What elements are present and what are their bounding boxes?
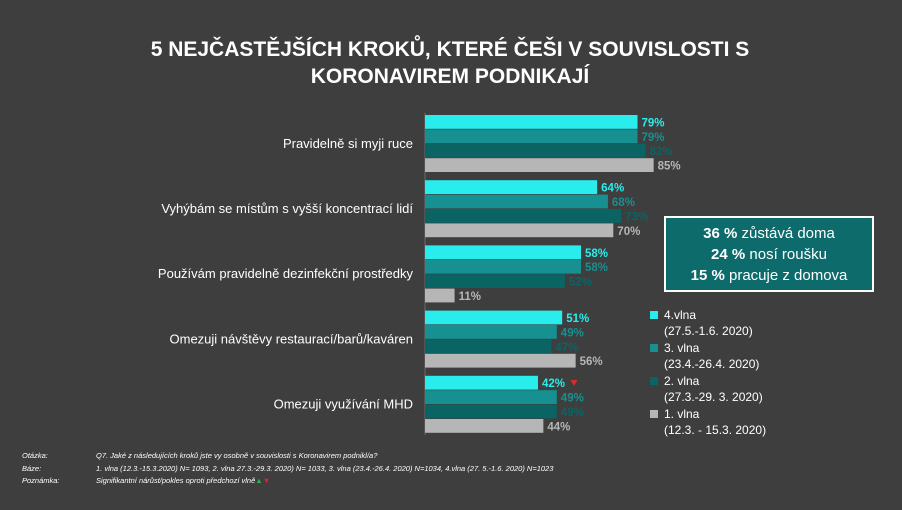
bar: [425, 194, 608, 209]
significant-decrease-icon: [570, 380, 578, 386]
bar: [425, 129, 638, 144]
data-label: 47%: [555, 342, 578, 354]
footnote-base: Báze: 1. vlna (12.3.-15.3.2020) N= 1093,…: [22, 463, 553, 476]
legend-series-name: 1. vlna: [664, 407, 700, 421]
data-label: 42%: [542, 378, 565, 390]
legend-item: 1. vlna (12.3. - 15.3. 2020): [650, 407, 766, 438]
bar: [425, 310, 563, 325]
increase-arrow-icon: ▲: [255, 476, 263, 485]
footnote-question: Otázka: Q7. Jaké z následujících kroků j…: [22, 450, 553, 463]
footnote-text: Q7. Jaké z následujících kroků jste vy o…: [96, 451, 378, 460]
legend-item: 2. vlna (27.3.-29. 3. 2020): [650, 374, 766, 405]
callout-text: nosí roušku: [745, 246, 827, 263]
legend-date: (23.4.-26.4. 2020): [664, 356, 760, 371]
footnote-text: 1. vlna (12.3.-15.3.2020) N= 1093, 2. vl…: [96, 463, 554, 473]
title-line-1: 5 NEJČASTĚJŠÍCH KROKŮ, KTERÉ ČEŠI V SOUV…: [150, 38, 750, 61]
data-label: 56%: [580, 356, 603, 368]
bar: [425, 353, 576, 368]
data-label: 79%: [642, 132, 665, 144]
callout-line: 15 % pracuje z domova: [666, 265, 872, 286]
legend-date: (27.3.-29. 3. 2020): [664, 389, 763, 404]
data-label: 82%: [650, 146, 673, 158]
legend-swatch: [650, 311, 658, 319]
bar: [425, 404, 557, 419]
callout-value: 15 %: [690, 267, 725, 284]
data-label: 52%: [569, 277, 592, 289]
bar: [425, 375, 538, 390]
chart-title: 5 NEJČASTĚJŠÍCH KROKŮ, KTERÉ ČEŠI V SOUV…: [90, 36, 810, 90]
data-label: 51%: [566, 313, 589, 325]
callout-text: pracuje z domova: [724, 267, 848, 284]
chart-legend: 4.vlna (27.5.-1.6. 2020) 3. vlna (23.4.-…: [650, 308, 766, 440]
summary-callout: 36 % zůstává doma 24 % nosí roušku 15 % …: [664, 216, 874, 292]
bar: [425, 325, 557, 339]
bar: [425, 390, 557, 404]
callout-line: 24 % nosí roušku: [666, 244, 872, 265]
callout-line: 36 % zůstává doma: [666, 223, 872, 244]
category-label: Vyhýbám se místům s vyšší koncentrací li…: [161, 201, 413, 216]
title-line-2: KORONAVIREM PODNIKAJÍ: [310, 65, 590, 88]
bar: [425, 223, 614, 238]
callout-value: 24 %: [711, 246, 746, 263]
legend-date: (12.3. - 15.3. 2020): [664, 422, 767, 437]
footnotes: Otázka: Q7. Jaké z následujících kroků j…: [22, 450, 553, 488]
bar: [425, 209, 622, 223]
footnote-key: Otázka:: [22, 451, 48, 460]
category-label: Omezuji návštěvy restaurací/barů/kaváren: [170, 331, 414, 346]
data-label: 11%: [459, 291, 481, 303]
data-label: 64%: [601, 183, 624, 195]
callout-value: 36 %: [703, 225, 738, 242]
data-label: 44%: [547, 421, 570, 433]
legend-item: 4.vlna (27.5.-1.6. 2020): [650, 308, 766, 339]
footnote-key: Báze:: [22, 463, 42, 473]
callout-text: zůstává doma: [737, 225, 835, 242]
data-label: 73%: [625, 211, 648, 223]
bar: [425, 274, 565, 288]
decrease-arrow-icon: ▼: [262, 476, 271, 485]
data-label: 68%: [612, 197, 635, 209]
legend-swatch: [650, 344, 658, 352]
bar: [425, 143, 646, 158]
legend-swatch: [650, 377, 658, 385]
data-label: 49%: [561, 407, 584, 419]
data-label: 49%: [561, 393, 584, 405]
data-label: 58%: [585, 262, 608, 274]
bar: [425, 288, 455, 303]
bar: [425, 339, 552, 354]
bar: [425, 259, 582, 274]
bar: [425, 245, 582, 260]
footnote-note: Poznámka: Signifikantní nárůst/pokles op…: [22, 475, 553, 488]
legend-series-name: 3. vlna: [664, 341, 700, 355]
footnote-key: Poznámka:: [22, 476, 60, 485]
legend-series-name: 2. vlna: [664, 374, 700, 388]
data-label: 58%: [585, 248, 608, 260]
data-label: 49%: [561, 327, 584, 339]
category-label: Pravidelně si myji ruce: [283, 136, 413, 151]
legend-item: 3. vlna (23.4.-26.4. 2020): [650, 341, 766, 372]
legend-series-name: 4.vlna: [664, 308, 697, 322]
bar: [425, 180, 598, 194]
data-label: 85%: [658, 161, 681, 173]
legend-date: (27.5.-1.6. 2020): [664, 323, 753, 338]
bar-chart: Pravidelně si myji ruce 79% 79% 82% 85% Vyhýb…: [158, 113, 681, 435]
data-label: 70%: [617, 226, 640, 238]
bar: [425, 419, 544, 433]
category-label: Používám pravidelně dezinfekční prostřed…: [158, 266, 414, 281]
footnote-text: Signifikantní nárůst/pokles oproti předc…: [96, 476, 256, 485]
category-label: Omezuji využívání MHD: [274, 397, 413, 412]
bar: [425, 115, 638, 129]
legend-swatch: [650, 410, 658, 418]
data-label: 79%: [642, 117, 665, 129]
bar: [425, 158, 654, 172]
